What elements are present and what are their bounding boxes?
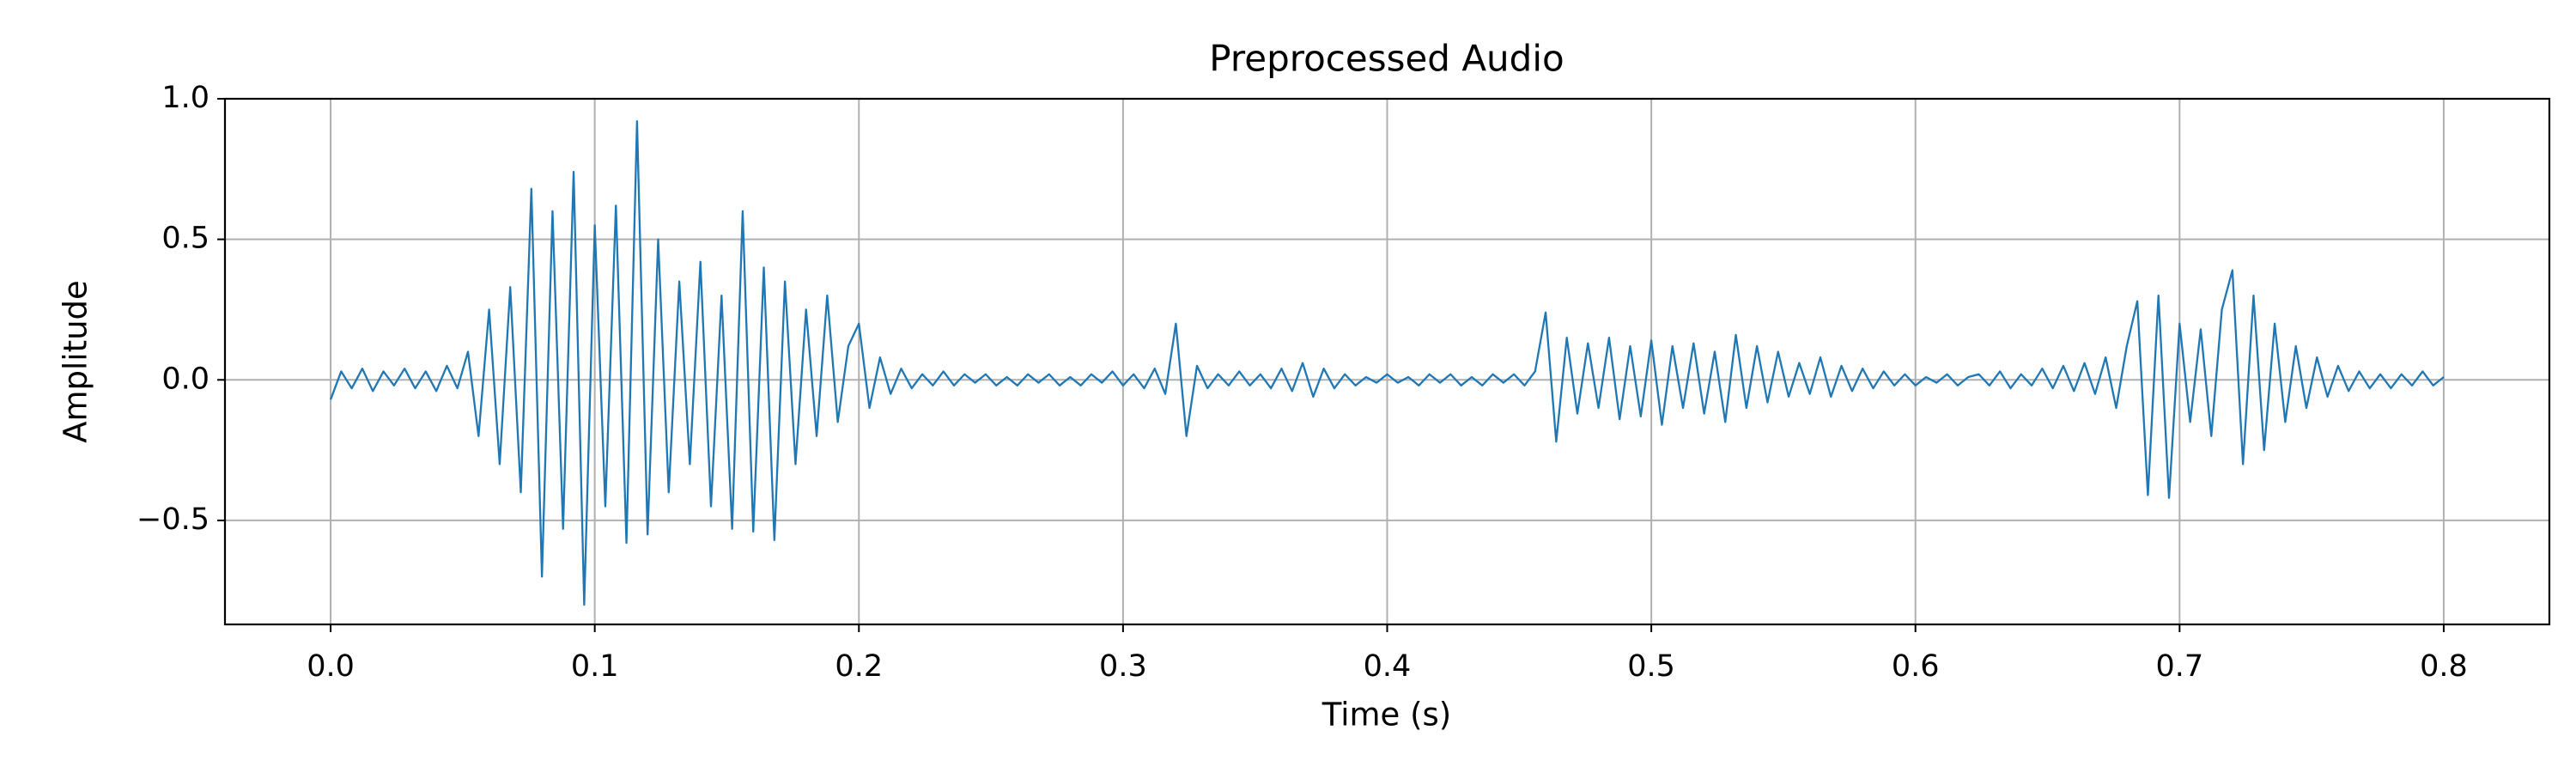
chart-title: Preprocessed Audio: [1209, 38, 1564, 80]
y-axis-label: Amplitude: [58, 280, 94, 443]
x-tick-label: 0.3: [1099, 649, 1147, 684]
y-tick-label: 0.5: [161, 222, 210, 256]
x-tick-label: 0.1: [571, 649, 619, 684]
x-tick-label: 0.0: [307, 649, 355, 684]
y-tick-label: 0.0: [161, 362, 210, 396]
plot-frame: [223, 97, 2551, 626]
waveform-line: [329, 120, 2445, 606]
x-tick-label: 0.8: [2420, 649, 2468, 684]
x-axis-label: Time (s): [1321, 697, 1451, 733]
x-tick-label: 0.6: [1892, 649, 1940, 684]
y-tick-label: −0.5: [137, 502, 210, 537]
x-tick-label: 0.4: [1364, 649, 1412, 684]
x-tick-label: 0.5: [1627, 649, 1675, 684]
y-tick-label: 1.0: [161, 81, 210, 115]
x-tick-label: 0.7: [2156, 649, 2204, 684]
x-tick-label: 0.2: [835, 649, 883, 684]
